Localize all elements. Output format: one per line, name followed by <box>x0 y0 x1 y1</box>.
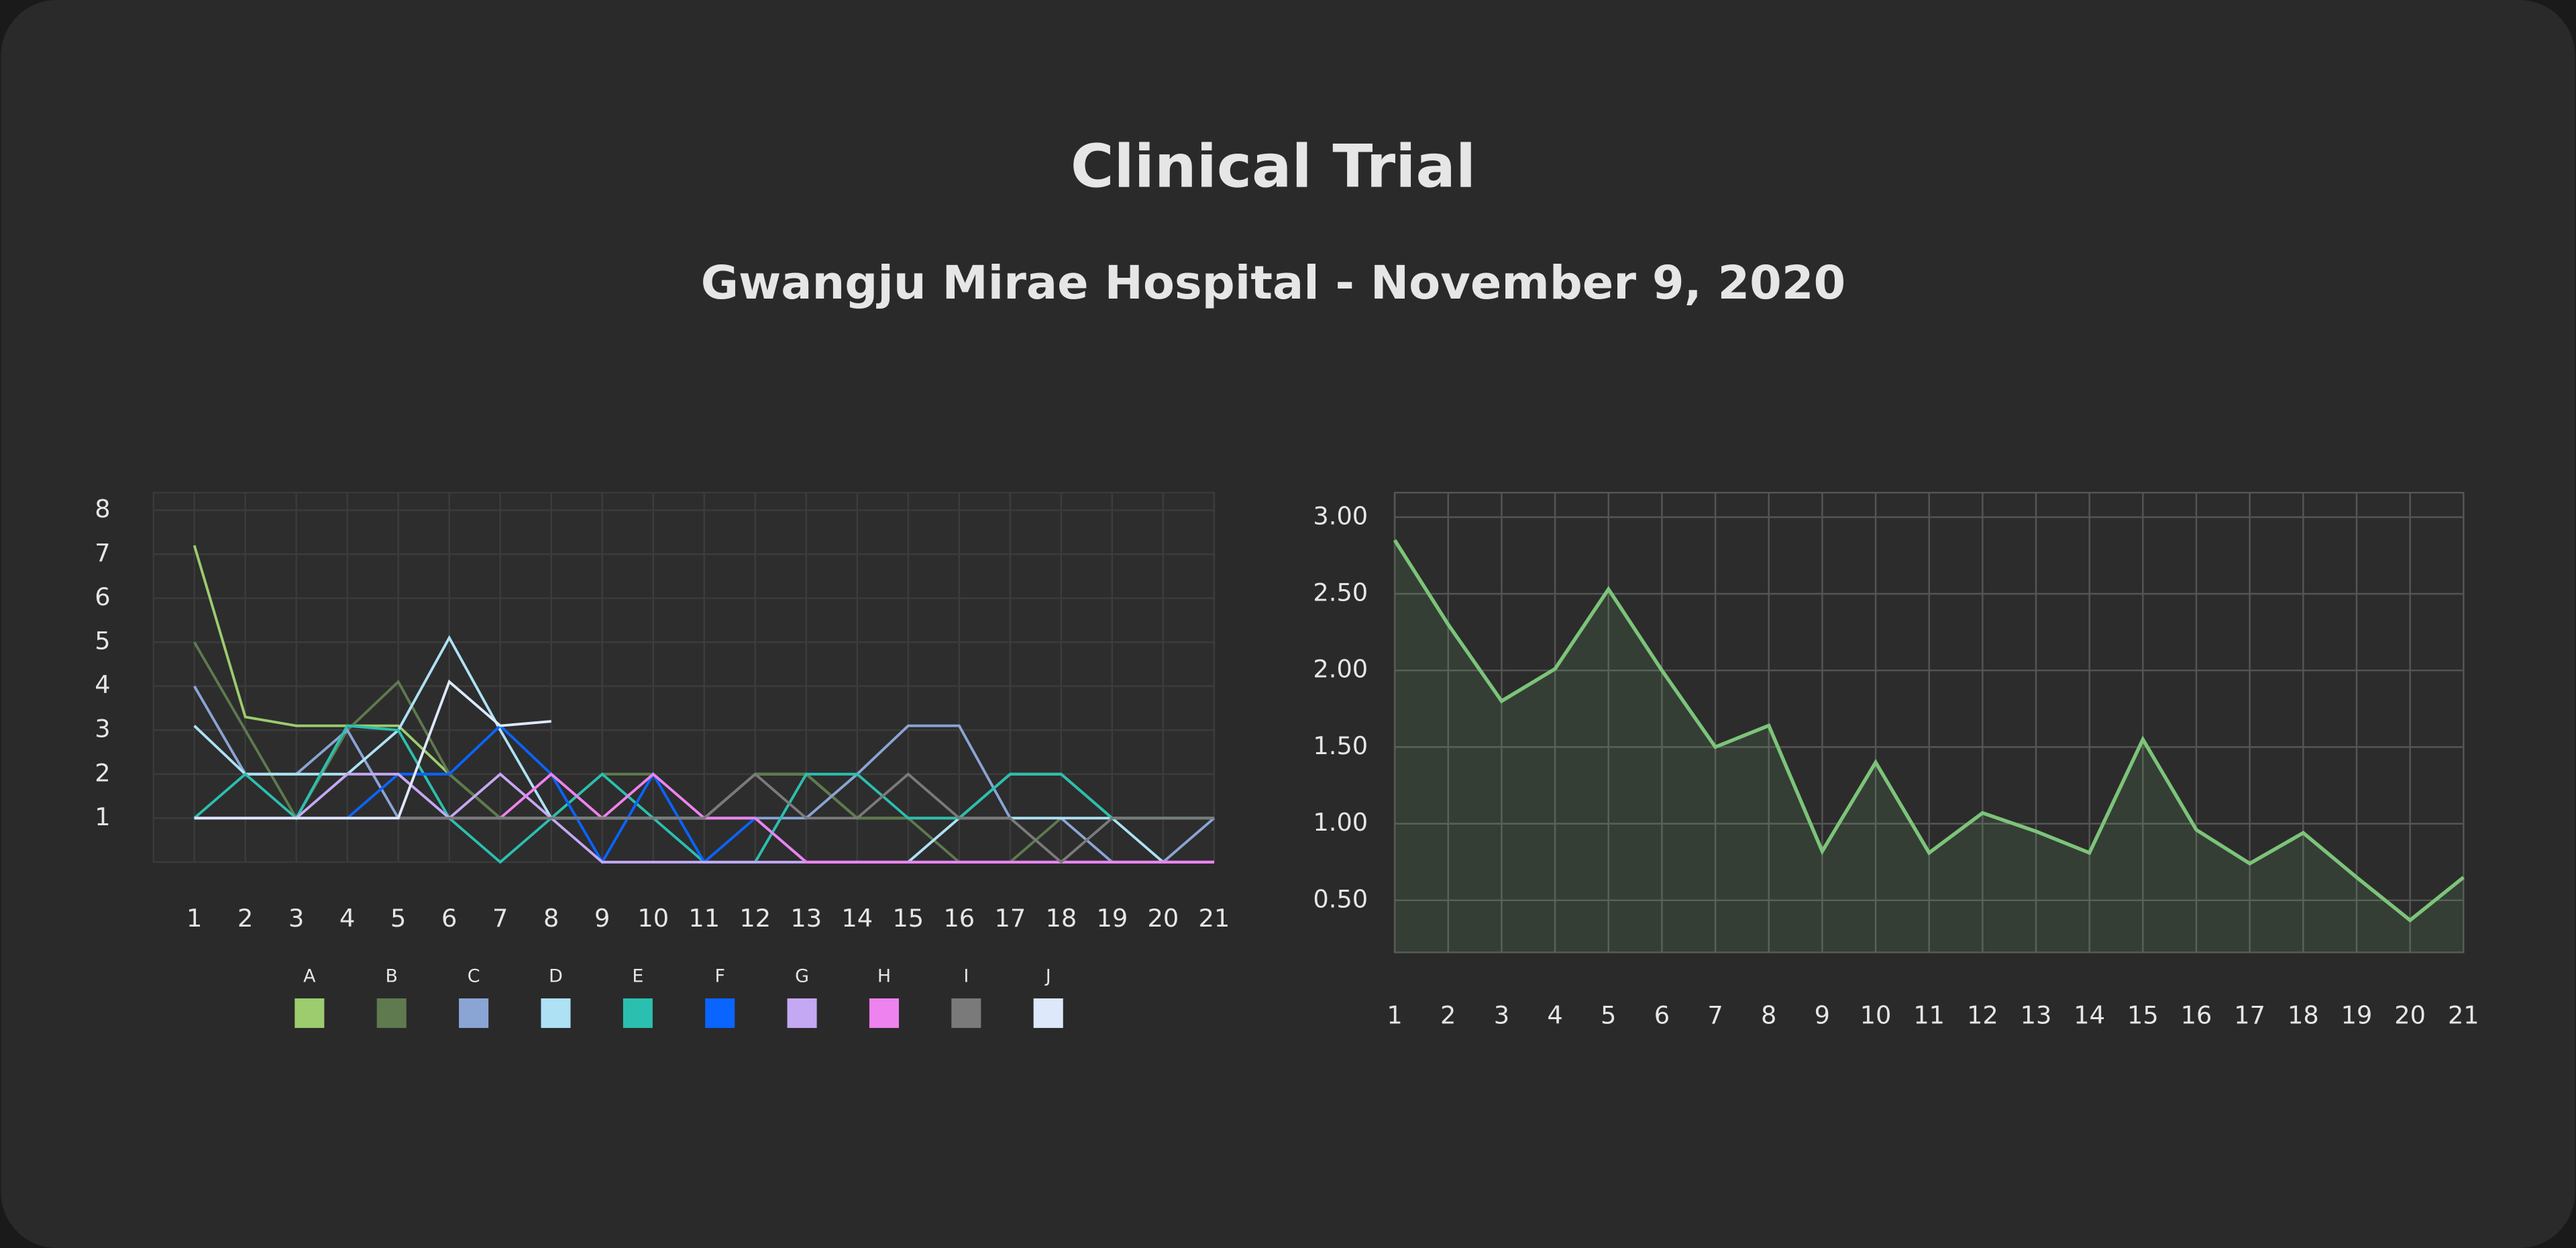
x-tick-label: 10 <box>1860 1000 1892 1029</box>
legend-label: H <box>877 966 891 987</box>
x-tick-label: 3 <box>1494 1000 1509 1029</box>
legend-swatch <box>623 998 653 1029</box>
x-tick-label: 9 <box>594 904 610 933</box>
legend-label: F <box>714 966 724 987</box>
legend-label: I <box>963 966 969 987</box>
y-tick-label: 7 <box>95 538 110 567</box>
x-tick-label: 19 <box>2341 1000 2373 1029</box>
legend-label: J <box>1044 966 1051 987</box>
y-tick-label: 4 <box>95 670 110 699</box>
x-tick-label: 16 <box>2181 1000 2212 1029</box>
x-tick-label: 9 <box>1815 1000 1830 1029</box>
x-tick-label: 5 <box>390 904 406 933</box>
area <box>1395 540 2464 953</box>
x-tick-label: 12 <box>1967 1000 1998 1029</box>
x-tick-label: 6 <box>441 904 457 933</box>
legend-label: D <box>549 966 563 987</box>
y-tick-label: 1 <box>95 802 110 831</box>
subtitle: Gwangju Mirae Hospital - November 9, 202… <box>701 256 1845 310</box>
x-tick-label: 4 <box>339 904 355 933</box>
plot-area <box>152 491 1216 864</box>
y-tick-label: 1.50 <box>1313 731 1368 760</box>
x-tick-label: 7 <box>492 904 508 933</box>
legend-swatch <box>376 998 407 1029</box>
legend-label: A <box>303 966 316 987</box>
y-tick-label: 8 <box>95 495 110 523</box>
y-tick-label: 3 <box>95 715 110 743</box>
x-tick-label: 19 <box>1096 904 1128 933</box>
y-tick-label: 6 <box>95 582 110 611</box>
legend-label: E <box>632 966 643 987</box>
x-tick-label: 4 <box>1547 1000 1562 1029</box>
y-tick-label: 2.00 <box>1313 655 1368 684</box>
x-tick-label: 2 <box>237 904 253 933</box>
x-tick-label: 17 <box>2234 1000 2265 1029</box>
y-tick-label: 1.00 <box>1313 808 1368 837</box>
y-tick-label: 2.50 <box>1313 578 1368 607</box>
x-tick-label: 7 <box>1707 1000 1723 1029</box>
legend-swatch <box>459 998 489 1029</box>
legend-swatch <box>869 998 899 1029</box>
x-tick-label: 2 <box>1440 1000 1456 1029</box>
legend-swatch <box>1033 998 1063 1029</box>
x-tick-label: 10 <box>637 904 669 933</box>
x-tick-label: 14 <box>2074 1000 2105 1029</box>
x-tick-label: 21 <box>1199 904 1230 933</box>
x-tick-label: 17 <box>994 904 1026 933</box>
legend-swatch <box>541 998 571 1029</box>
x-tick-label: 13 <box>790 904 822 933</box>
y-tick-label: 5 <box>95 627 110 656</box>
x-tick-label: 20 <box>2394 1000 2426 1029</box>
x-tick-label: 8 <box>1761 1000 1776 1029</box>
x-tick-label: 6 <box>1654 1000 1670 1029</box>
x-tick-label: 1 <box>1387 1000 1402 1029</box>
legend-label: B <box>386 966 398 987</box>
x-tick-label: 5 <box>1601 1000 1616 1029</box>
x-tick-label: 12 <box>739 904 771 933</box>
y-tick-label: 0.50 <box>1313 884 1368 913</box>
line <box>194 679 551 820</box>
title: Clinical Trial <box>1071 132 1476 201</box>
x-tick-label: 3 <box>288 904 304 933</box>
x-tick-label: 1 <box>186 904 202 933</box>
legend-label: C <box>468 966 480 987</box>
x-tick-label: 18 <box>2288 1000 2319 1029</box>
legend-swatch <box>294 998 325 1029</box>
x-tick-label: 13 <box>2021 1000 2052 1029</box>
x-tick-label: 21 <box>2448 1000 2479 1029</box>
legend-swatch <box>787 998 817 1029</box>
x-tick-label: 11 <box>1913 1000 1945 1029</box>
y-tick-label: 2 <box>95 758 110 787</box>
x-tick-label: 15 <box>2127 1000 2159 1029</box>
x-tick-label: 18 <box>1045 904 1077 933</box>
legend-swatch <box>951 998 981 1029</box>
x-tick-label: 16 <box>943 904 975 933</box>
x-tick-label: 15 <box>892 904 924 933</box>
line <box>1393 539 2465 923</box>
legend-swatch <box>705 998 735 1029</box>
x-tick-label: 8 <box>543 904 559 933</box>
x-tick-label: 11 <box>688 904 720 933</box>
y-tick-label: 3.00 <box>1313 501 1368 530</box>
x-tick-label: 14 <box>841 904 873 933</box>
legend-label: G <box>795 966 809 987</box>
x-tick-label: 20 <box>1147 904 1179 933</box>
